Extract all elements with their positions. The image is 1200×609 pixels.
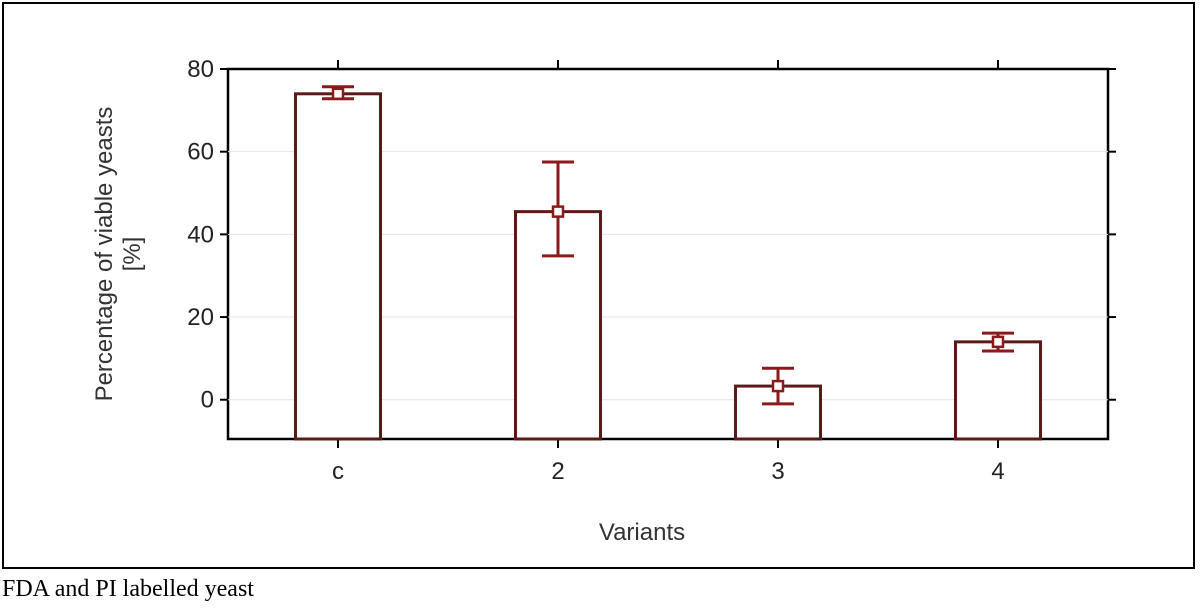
x-axis-ticks: c 2 3 4 xyxy=(332,60,1005,485)
bar-chart: 0 20 40 60 80 c 2 3 4 Variants Percentage of vi… xyxy=(91,56,1116,546)
mean-marker xyxy=(991,335,1005,349)
x-axis-title: Variants xyxy=(599,519,685,546)
figure-frame xyxy=(2,2,1195,569)
y-tick-label: 0 xyxy=(201,387,214,414)
bar xyxy=(294,92,382,441)
y-tick-label: 80 xyxy=(187,56,214,83)
error-bars xyxy=(322,85,1014,406)
mean-marker xyxy=(551,205,565,218)
x-tick-label: 3 xyxy=(771,458,784,485)
x-tick-label: 2 xyxy=(551,458,564,485)
x-tick-label: 4 xyxy=(991,458,1004,485)
y-tick-label: 40 xyxy=(187,221,214,248)
figure-caption: FDA and PI labelled yeast xyxy=(2,576,254,602)
mean-marker xyxy=(771,379,785,393)
bar xyxy=(954,340,1042,441)
y-tick-label: 60 xyxy=(187,139,214,166)
mean-marker xyxy=(331,87,345,101)
y-axis-title-line-2: [%] xyxy=(119,237,146,272)
y-tick-label: 20 xyxy=(187,304,214,331)
y-axis-ticks: 0 20 40 60 80 xyxy=(187,56,1116,414)
y-axis-title-line-1: Percentage of viable yeasts xyxy=(91,107,118,402)
x-tick-label: c xyxy=(332,458,344,485)
